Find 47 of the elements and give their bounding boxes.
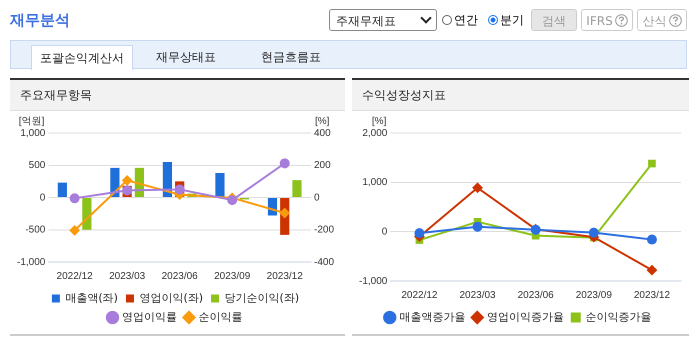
- legend-label: 당기순이익(좌): [224, 291, 300, 304]
- x-tick-label: 2023/06: [518, 290, 554, 301]
- y2-tick-label: -400: [314, 256, 334, 268]
- legend-label: 매출액(좌): [65, 291, 118, 304]
- y-tick-label: 0: [382, 226, 388, 238]
- y2-tick-label: 200: [314, 160, 332, 171]
- y-axis-title: [억원]: [18, 116, 45, 127]
- text: 현금흐름표: [260, 49, 322, 66]
- y-tick-label: 2,000: [362, 128, 388, 139]
- x-tick-label: 2023/03: [109, 270, 146, 282]
- legend-label: 순이익률: [198, 310, 242, 324]
- x-tick-label: 2022/12: [401, 290, 438, 301]
- y2-axis-title: [%]: [314, 116, 330, 127]
- legend-label: 영업이익률: [122, 310, 177, 324]
- chart-title: 수익성장성지표: [352, 80, 689, 111]
- y-axis-title: [%]: [372, 116, 387, 127]
- text: 주재무제표: [336, 14, 396, 28]
- x-tick-label: 2023/09: [576, 290, 612, 301]
- x-tick-label: 2023/03: [459, 290, 496, 301]
- x-tick-label: 2022/12: [56, 270, 94, 282]
- x-tick-label: 2023/12: [266, 270, 304, 282]
- legend-label: 영업이익증가율: [486, 310, 564, 324]
- chart-title: 주요재무항목: [10, 80, 345, 111]
- y-tick-label: 0: [40, 192, 46, 204]
- text: 연간: [454, 13, 478, 27]
- legend-label: 매출액증가율: [399, 310, 466, 324]
- text: 재무상태표: [155, 49, 217, 66]
- text: 분기: [500, 13, 524, 27]
- legend-label: 순이익증가율: [585, 310, 652, 324]
- y2-tick-label: 400: [314, 128, 332, 139]
- y-tick-label: 1,000: [362, 177, 388, 188]
- x-tick-label: 2023/06: [162, 270, 198, 282]
- y-tick-label: -1,000: [16, 256, 46, 268]
- legend-label: 영업이익(좌): [139, 291, 204, 304]
- text: 포괄손익계산서: [31, 45, 133, 70]
- y-tick-label: -500: [25, 224, 46, 236]
- text: IFRS: [586, 14, 613, 28]
- text: 산식: [642, 14, 666, 28]
- y2-tick-label: 0: [314, 192, 320, 204]
- text: 검색: [531, 9, 577, 31]
- x-tick-label: 2023/09: [214, 270, 251, 282]
- x-tick-label: 2023/12: [634, 290, 670, 301]
- y-tick-label: 500: [28, 160, 46, 171]
- y-tick-label: 1,000: [20, 128, 46, 139]
- y-tick-label: -1,000: [358, 276, 388, 287]
- y2-tick-label: -200: [314, 224, 334, 236]
- text: 재무분석: [10, 11, 70, 30]
